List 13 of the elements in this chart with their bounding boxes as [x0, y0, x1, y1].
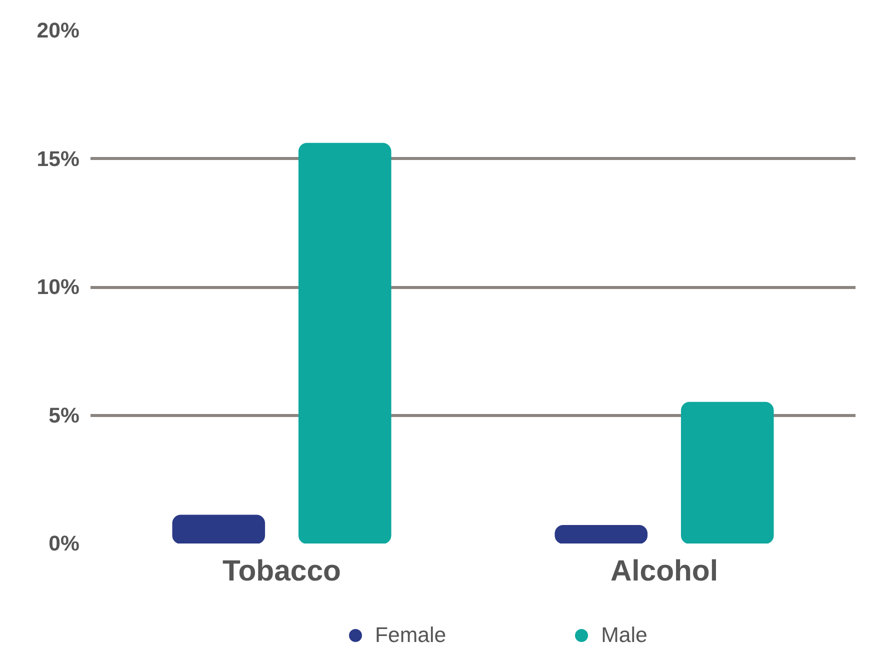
- y-tick-label: 5%: [48, 403, 80, 428]
- x-tick-label: Tobacco: [222, 554, 341, 588]
- legend-label: Female: [375, 622, 446, 648]
- y-tick-label: 0%: [48, 532, 80, 556]
- y-tick-label: 15%: [36, 146, 80, 171]
- x-tick-label: Alcohol: [610, 554, 718, 588]
- bar: [554, 525, 648, 544]
- legend-label: Male: [601, 622, 648, 648]
- y-tick-label: 20%: [36, 18, 80, 42]
- bar: [172, 514, 266, 544]
- bar: [298, 142, 392, 544]
- y-tick-label: 10%: [36, 275, 80, 299]
- bar: [680, 402, 774, 544]
